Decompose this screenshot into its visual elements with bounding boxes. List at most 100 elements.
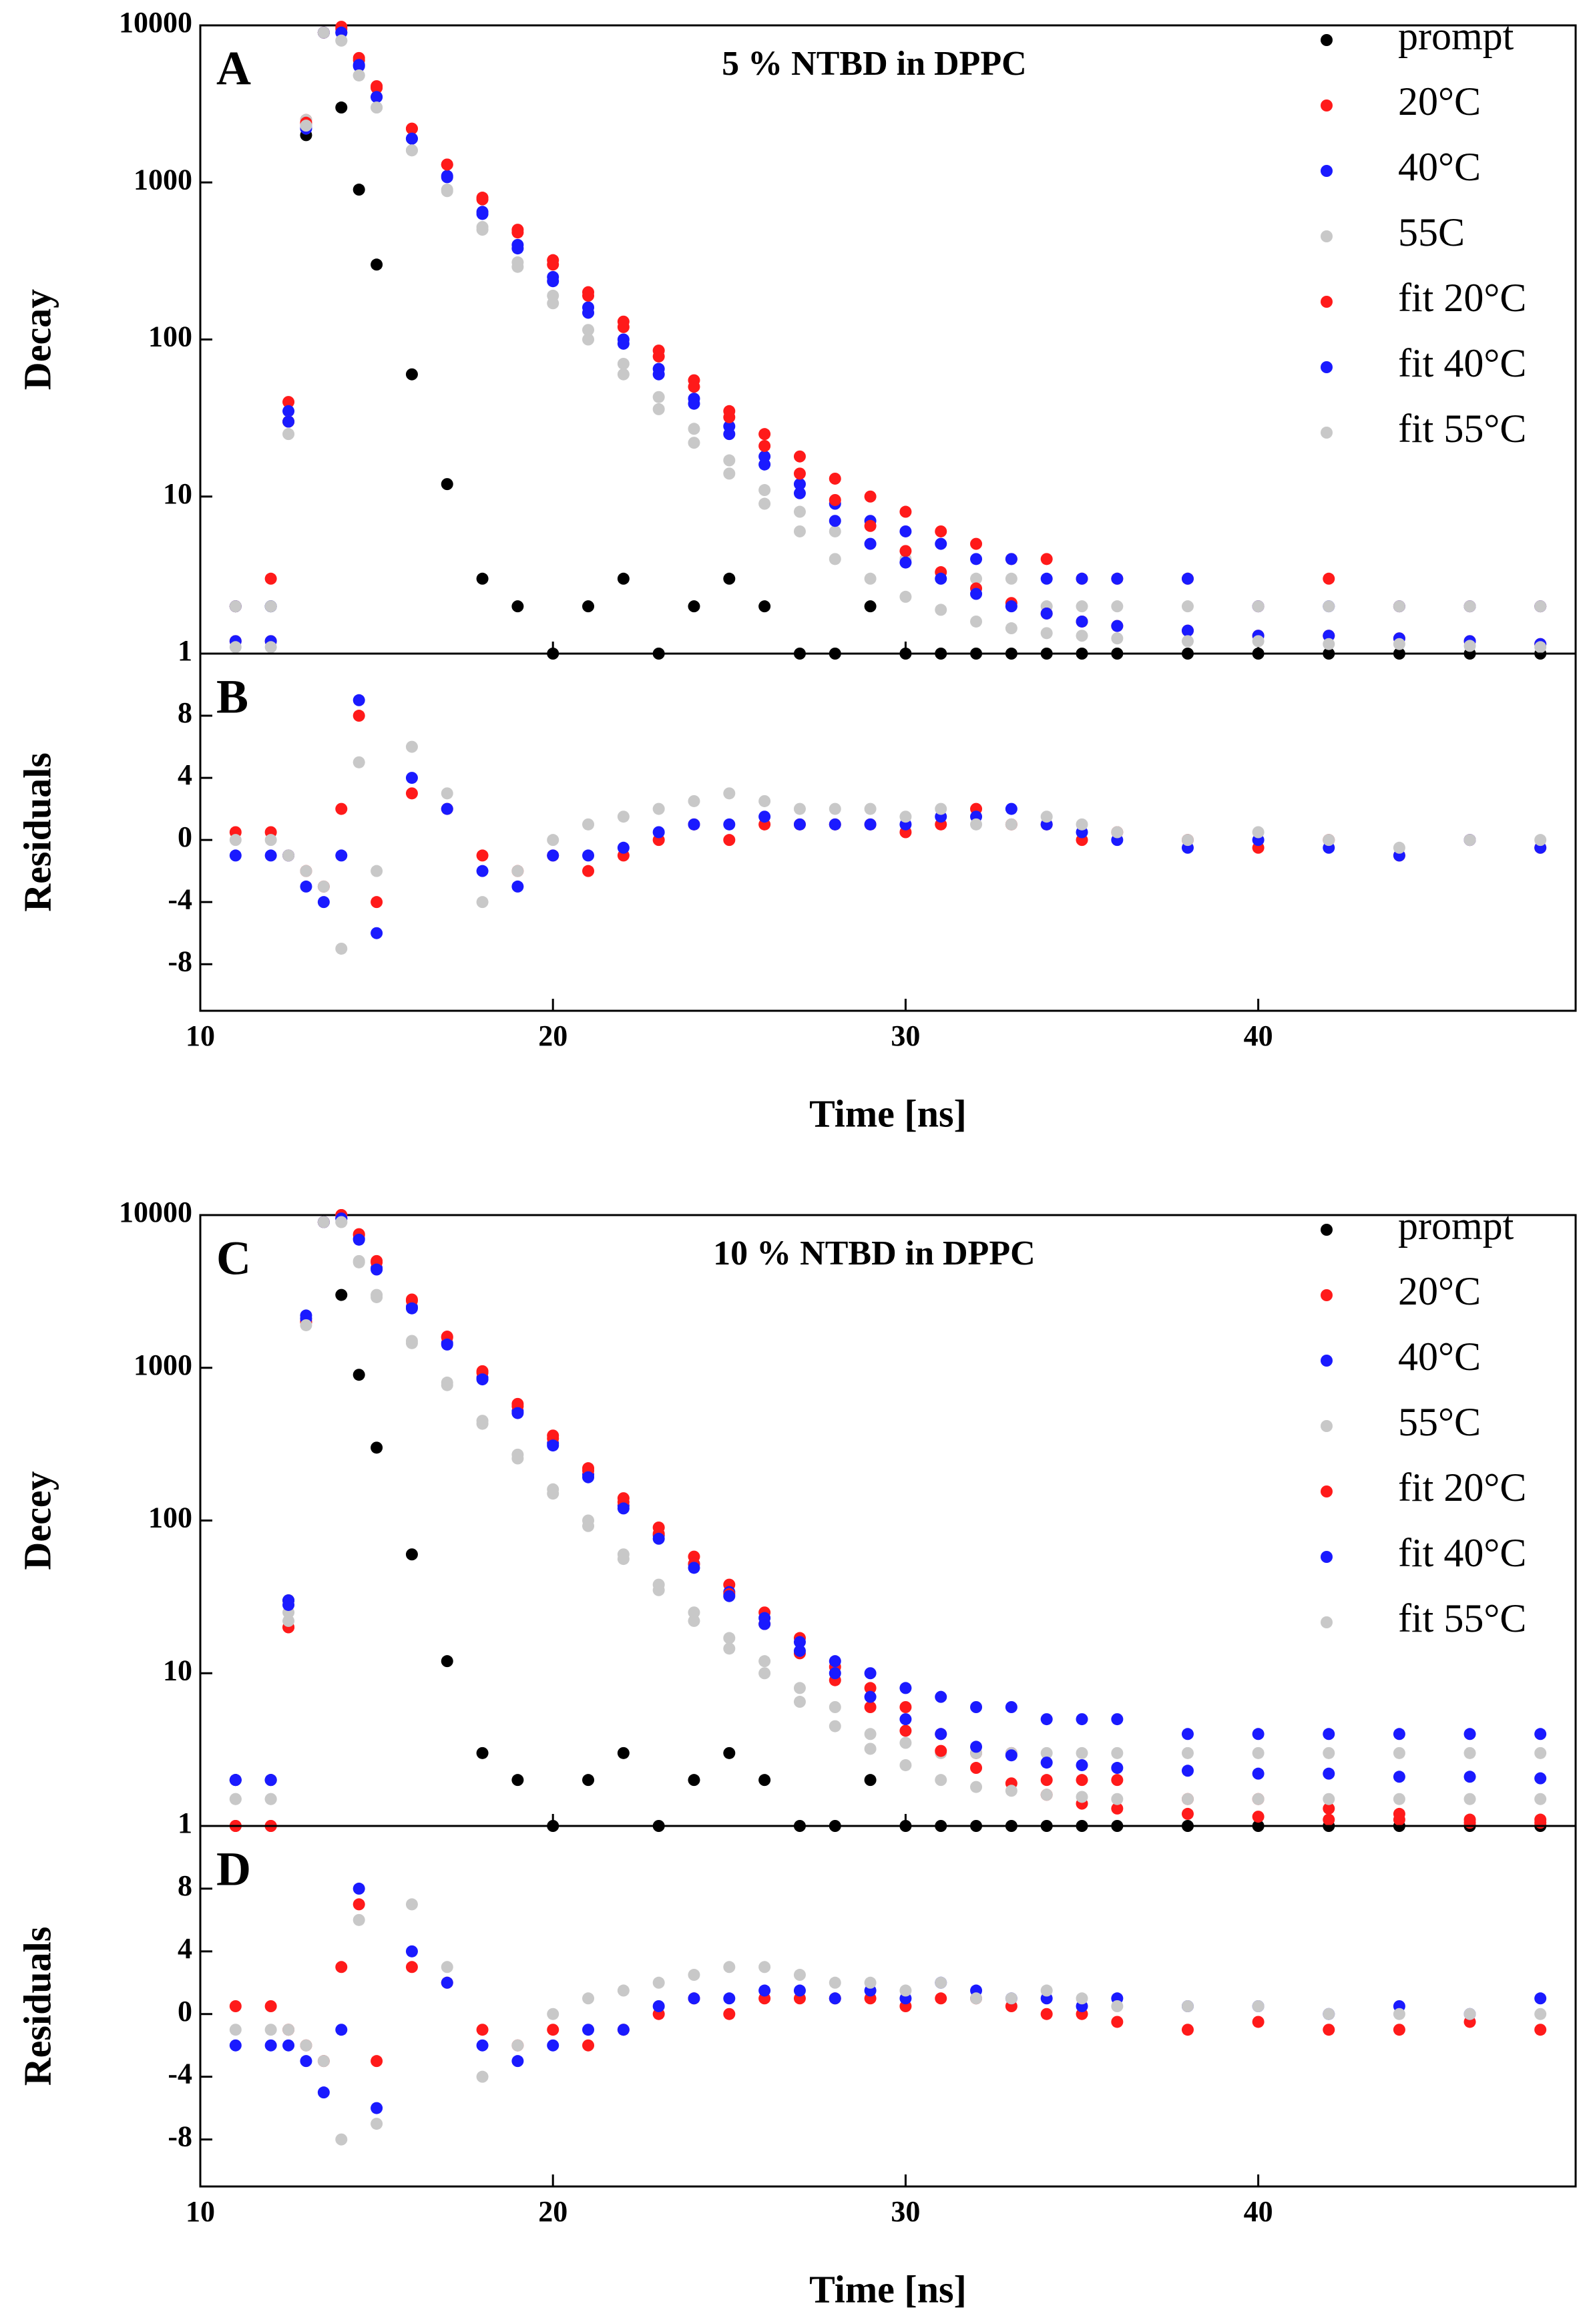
data-point bbox=[793, 525, 806, 537]
data-point bbox=[441, 1961, 453, 1973]
data-point bbox=[300, 865, 312, 877]
data-point bbox=[353, 710, 365, 722]
data-point bbox=[335, 2133, 348, 2146]
data-point bbox=[1534, 1747, 1547, 1759]
data-point bbox=[1005, 818, 1017, 831]
data-point bbox=[282, 849, 295, 862]
data-point bbox=[617, 810, 630, 823]
data-point bbox=[652, 826, 665, 839]
legend-marker bbox=[1321, 1420, 1333, 1432]
data-point bbox=[970, 537, 983, 550]
data-point bbox=[688, 437, 700, 449]
data-point bbox=[864, 1690, 877, 1703]
data-point bbox=[652, 391, 665, 403]
data-point bbox=[1463, 1771, 1476, 1783]
data-point bbox=[652, 368, 665, 381]
data-point bbox=[582, 1992, 595, 2005]
data-point bbox=[1181, 624, 1194, 637]
data-point bbox=[829, 818, 841, 831]
y-tick-label: -4 bbox=[168, 2058, 192, 2090]
legend-marker bbox=[1321, 296, 1333, 308]
data-point bbox=[617, 1502, 630, 1515]
x-tick-label: 10 bbox=[186, 1019, 215, 1052]
data-point bbox=[1076, 1713, 1088, 1726]
data-point bbox=[476, 896, 489, 909]
data-point bbox=[282, 415, 295, 428]
data-point bbox=[353, 1369, 365, 1381]
data-point bbox=[1111, 1713, 1124, 1726]
data-point bbox=[793, 818, 806, 831]
data-point bbox=[829, 525, 841, 537]
data-point bbox=[371, 2102, 383, 2114]
data-point bbox=[229, 834, 242, 847]
y-tick-label: 1000 bbox=[134, 1349, 192, 1381]
data-point bbox=[582, 1774, 595, 1787]
plot-frame bbox=[199, 1825, 1577, 2188]
data-point bbox=[229, 1793, 242, 1805]
data-point bbox=[317, 896, 330, 909]
data-point bbox=[758, 1961, 771, 1973]
legend-label: prompt bbox=[1398, 1204, 1514, 1248]
data-point bbox=[511, 1774, 524, 1787]
data-point bbox=[371, 80, 383, 93]
data-point bbox=[793, 1644, 806, 1657]
data-point bbox=[353, 69, 365, 81]
data-point bbox=[441, 802, 453, 815]
data-point bbox=[282, 396, 295, 409]
data-point bbox=[405, 368, 418, 381]
y-tick-label: 1000 bbox=[134, 163, 192, 196]
data-point bbox=[864, 1700, 877, 1713]
data-point bbox=[282, 2039, 295, 2052]
data-point bbox=[1323, 600, 1335, 613]
data-point bbox=[335, 1289, 348, 1301]
legend-marker bbox=[1321, 165, 1333, 177]
data-point bbox=[335, 101, 348, 114]
x-tick-label: 20 bbox=[538, 2195, 567, 2228]
data-point bbox=[864, 1682, 877, 1694]
data-point bbox=[282, 1598, 295, 1611]
data-point bbox=[970, 588, 983, 600]
data-point bbox=[1534, 641, 1547, 654]
data-point bbox=[335, 1961, 348, 1973]
data-point bbox=[1111, 1774, 1124, 1787]
data-point bbox=[688, 397, 700, 410]
data-point bbox=[282, 405, 295, 417]
plot-frame bbox=[199, 24, 1577, 655]
legend-label: fit 40°C bbox=[1398, 341, 1526, 385]
data-point bbox=[353, 1882, 365, 1895]
data-point bbox=[899, 556, 912, 569]
y-tick-label: 100 bbox=[148, 1501, 192, 1534]
data-point bbox=[758, 1774, 771, 1787]
y-tick-label: 8 bbox=[178, 1869, 192, 1902]
data-point bbox=[1323, 834, 1335, 847]
data-point bbox=[511, 600, 524, 613]
data-point bbox=[652, 2000, 665, 2012]
data-point bbox=[405, 1898, 418, 1911]
data-point bbox=[582, 600, 595, 613]
legend-label: 20°C bbox=[1398, 79, 1481, 124]
data-point bbox=[935, 604, 947, 616]
data-point bbox=[617, 368, 630, 381]
data-point bbox=[317, 1216, 330, 1228]
data-point bbox=[476, 2039, 489, 2052]
data-point bbox=[441, 1655, 453, 1668]
data-point bbox=[935, 1992, 947, 2005]
data-point bbox=[547, 1439, 559, 1452]
data-point bbox=[582, 1520, 595, 1532]
data-point bbox=[899, 525, 912, 537]
data-point bbox=[617, 1553, 630, 1566]
data-point bbox=[1393, 2024, 1405, 2036]
legend-label: fit 55°C bbox=[1398, 1596, 1526, 1640]
legend-label: 20°C bbox=[1398, 1269, 1481, 1313]
data-point bbox=[688, 1969, 700, 1982]
data-point bbox=[371, 101, 383, 114]
data-point bbox=[405, 1337, 418, 1349]
data-point bbox=[1323, 2024, 1335, 2036]
data-point bbox=[758, 810, 771, 823]
data-point bbox=[1393, 1728, 1405, 1740]
y-axis-label: Decay bbox=[15, 289, 59, 390]
data-point bbox=[476, 193, 489, 206]
data-point bbox=[1040, 1747, 1053, 1759]
data-point bbox=[970, 818, 983, 831]
data-point bbox=[511, 1407, 524, 1419]
